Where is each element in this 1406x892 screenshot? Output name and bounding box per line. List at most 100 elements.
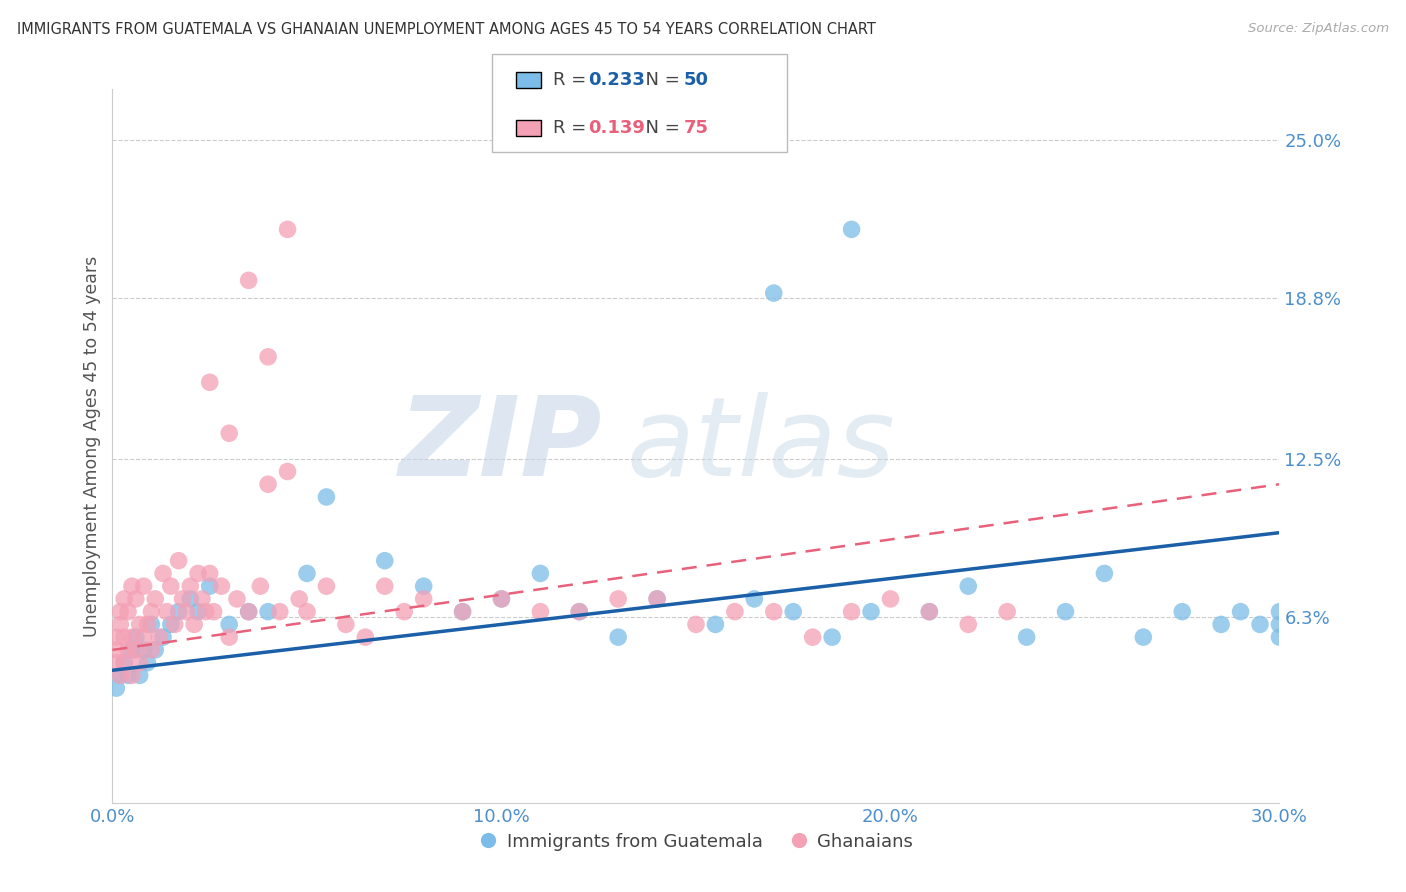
Point (645, 591, 668, 606)
Point (257, 605, 280, 619)
Text: ZIP: ZIP (399, 392, 603, 500)
Point (110, 605, 132, 619)
Point (226, 591, 249, 606)
Point (117, 643, 139, 657)
Point (607, 630, 630, 644)
Point (491, 591, 513, 606)
Point (374, 554, 396, 568)
Point (724, 605, 747, 619)
Y-axis label: Unemployment Among Ages 45 to 54 years: Unemployment Among Ages 45 to 54 years (83, 255, 101, 637)
Point (257, 350, 280, 364)
Point (125, 630, 148, 644)
Point (704, 617, 727, 632)
Point (209, 579, 232, 593)
Text: 0.139: 0.139 (588, 120, 644, 137)
Point (276, 465, 298, 479)
Text: N =: N = (634, 120, 686, 137)
Point (1268, 630, 1291, 644)
Point (191, 591, 214, 606)
Point (451, 605, 474, 619)
Point (202, 605, 225, 619)
Point (110, 668, 132, 682)
Point (879, 591, 901, 606)
Point (128, 668, 150, 682)
Point (801, 630, 824, 644)
Point (121, 643, 143, 657)
Point (1015, 630, 1038, 644)
Text: R =: R = (553, 71, 592, 89)
Point (957, 617, 980, 632)
Point (136, 617, 159, 632)
Point (238, 605, 260, 619)
Point (121, 630, 143, 644)
Point (841, 605, 863, 619)
Point (112, 591, 135, 606)
Point (117, 668, 139, 682)
Text: 50: 50 (683, 71, 709, 89)
Point (218, 617, 240, 632)
Point (249, 579, 271, 593)
Point (160, 617, 183, 632)
Point (148, 630, 170, 644)
Point (762, 605, 785, 619)
Point (105, 681, 128, 695)
Point (1054, 605, 1077, 619)
Point (568, 605, 591, 619)
Point (183, 617, 205, 632)
Text: Source: ZipAtlas.com: Source: ZipAtlas.com (1249, 22, 1389, 36)
Point (125, 643, 148, 657)
Point (143, 643, 166, 657)
Point (110, 617, 132, 632)
Point (218, 426, 240, 441)
Point (918, 605, 941, 619)
Point (105, 656, 128, 670)
Point (1171, 605, 1194, 619)
Point (132, 579, 155, 593)
Point (744, 591, 766, 606)
Point (160, 579, 183, 593)
Text: 0.233: 0.233 (588, 71, 644, 89)
Point (288, 591, 311, 606)
Point (1132, 630, 1154, 644)
Point (335, 617, 357, 632)
Point (645, 591, 668, 606)
Point (1249, 617, 1271, 632)
Point (315, 490, 337, 504)
Point (1268, 617, 1291, 632)
Point (179, 579, 201, 593)
Legend: Immigrants from Guatemala, Ghanaians: Immigrants from Guatemala, Ghanaians (472, 826, 920, 858)
Point (491, 591, 513, 606)
Point (394, 605, 416, 619)
Point (110, 668, 132, 682)
Point (143, 591, 166, 606)
Point (194, 605, 217, 619)
Point (568, 605, 591, 619)
Point (112, 656, 135, 670)
Point (105, 643, 128, 657)
Point (529, 605, 551, 619)
Point (152, 566, 174, 581)
Point (276, 222, 298, 236)
Point (257, 477, 280, 491)
Text: IMMIGRANTS FROM GUATEMALA VS GHANAIAN UNEMPLOYMENT AMONG AGES 45 TO 54 YEARS COR: IMMIGRANTS FROM GUATEMALA VS GHANAIAN UN… (17, 22, 876, 37)
Point (141, 617, 163, 632)
Point (128, 617, 150, 632)
Point (269, 605, 291, 619)
Point (112, 656, 135, 670)
Point (315, 579, 337, 593)
Point (1209, 617, 1232, 632)
Point (995, 605, 1018, 619)
Point (685, 617, 707, 632)
Point (782, 605, 804, 619)
Point (529, 566, 551, 581)
Point (841, 222, 863, 236)
Point (1094, 566, 1116, 581)
Point (374, 579, 396, 593)
Point (412, 579, 434, 593)
Point (821, 630, 844, 644)
Point (121, 668, 143, 682)
Point (198, 566, 221, 581)
Point (918, 605, 941, 619)
Point (125, 591, 148, 606)
Point (141, 643, 163, 657)
